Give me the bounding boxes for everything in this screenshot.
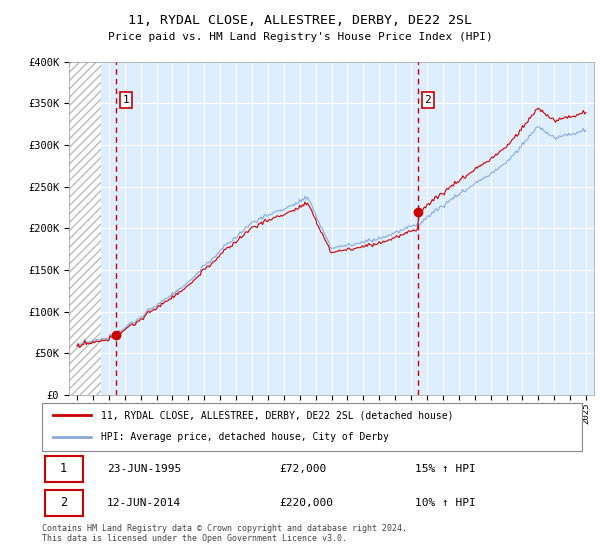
FancyBboxPatch shape <box>45 456 83 482</box>
Text: HPI: Average price, detached house, City of Derby: HPI: Average price, detached house, City… <box>101 432 389 442</box>
Text: Price paid vs. HM Land Registry's House Price Index (HPI): Price paid vs. HM Land Registry's House … <box>107 32 493 43</box>
FancyBboxPatch shape <box>45 489 83 516</box>
Text: 23-JUN-1995: 23-JUN-1995 <box>107 464 181 474</box>
Text: 11, RYDAL CLOSE, ALLESTREE, DERBY, DE22 2SL: 11, RYDAL CLOSE, ALLESTREE, DERBY, DE22 … <box>128 14 472 27</box>
Text: Contains HM Land Registry data © Crown copyright and database right 2024.
This d: Contains HM Land Registry data © Crown c… <box>42 524 407 543</box>
Text: £220,000: £220,000 <box>280 498 334 507</box>
Text: 2: 2 <box>60 496 67 509</box>
Text: 2: 2 <box>425 95 431 105</box>
Text: 1: 1 <box>122 95 130 105</box>
Text: 10% ↑ HPI: 10% ↑ HPI <box>415 498 475 507</box>
Text: 1: 1 <box>60 463 67 475</box>
Text: 12-JUN-2014: 12-JUN-2014 <box>107 498 181 507</box>
Text: £72,000: £72,000 <box>280 464 327 474</box>
Bar <box>69 62 101 395</box>
Text: 15% ↑ HPI: 15% ↑ HPI <box>415 464 475 474</box>
FancyBboxPatch shape <box>42 403 582 451</box>
Text: 11, RYDAL CLOSE, ALLESTREE, DERBY, DE22 2SL (detached house): 11, RYDAL CLOSE, ALLESTREE, DERBY, DE22 … <box>101 410 454 420</box>
